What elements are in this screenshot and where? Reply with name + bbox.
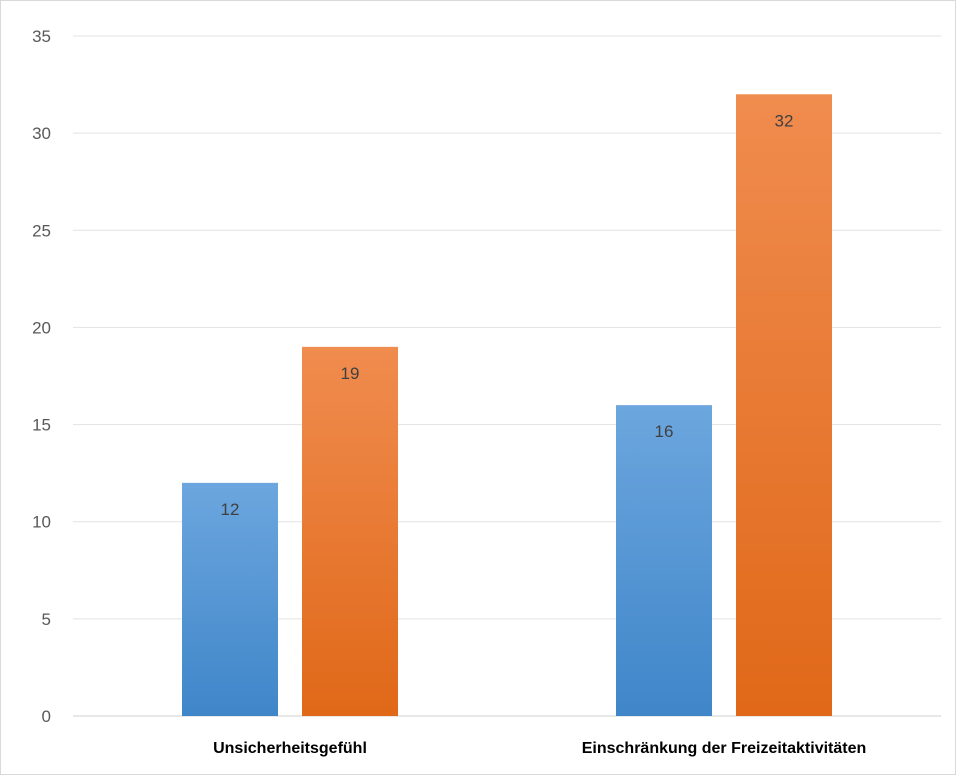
y-tick-label: 5 <box>42 610 51 629</box>
category-label: Unsicherheitsgefühl <box>213 740 367 757</box>
y-tick-label: 25 <box>32 221 51 240</box>
y-tick-label: 30 <box>32 124 51 143</box>
y-axis-ticks: 0 5 10 15 20 25 30 35 <box>32 27 51 726</box>
data-label: 12 <box>221 500 240 519</box>
bar-series2-2 <box>736 94 832 717</box>
y-tick-label: 35 <box>32 27 51 46</box>
category-label: Einschränkung der Freizeitaktivitäten <box>582 740 867 757</box>
y-tick-label: 0 <box>42 707 51 726</box>
bar-series2-1 <box>302 346 398 716</box>
data-labels: 12 19 16 32 <box>221 111 794 519</box>
bar-series1-2 <box>616 405 712 716</box>
bars <box>182 94 832 717</box>
y-tick-label: 10 <box>32 513 51 532</box>
bar-series1-1 <box>182 482 278 716</box>
x-axis-categories: Unsicherheitsgefühl Einschränkung der Fre… <box>213 740 866 757</box>
data-label: 32 <box>775 111 794 130</box>
data-label: 16 <box>655 422 674 441</box>
y-tick-label: 20 <box>32 318 51 337</box>
y-tick-label: 15 <box>32 416 51 435</box>
data-label: 19 <box>341 364 360 383</box>
